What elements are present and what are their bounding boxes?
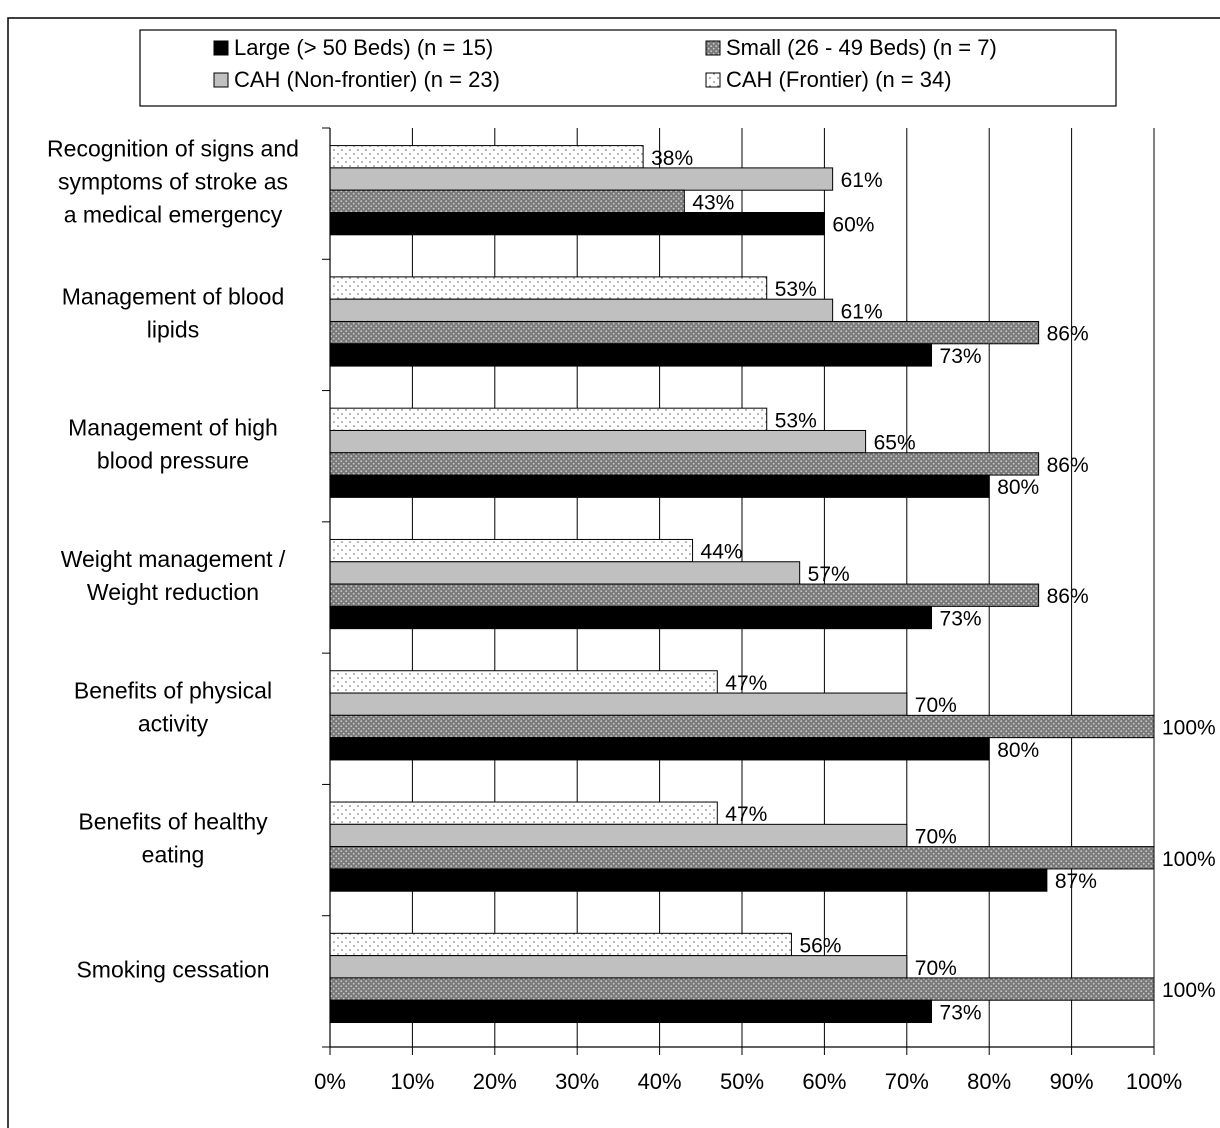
axes (322, 127, 1155, 1055)
x-tick-label: 70% (885, 1069, 929, 1094)
data-label: 87% (1055, 870, 1097, 893)
legend-swatch (705, 72, 721, 88)
category-label: Management of high blood pressure (68, 415, 278, 474)
category-label: Smoking cessation (76, 956, 269, 982)
data-label: 80% (997, 739, 1039, 762)
data-label: 73% (940, 345, 982, 368)
legend-swatch (213, 72, 229, 88)
data-label: 65% (874, 432, 916, 455)
data-label: 100% (1162, 716, 1216, 739)
data-label: 100% (1162, 979, 1216, 1002)
data-label: 61% (841, 300, 883, 323)
data-label: 86% (1047, 585, 1089, 608)
bar (329, 189, 685, 213)
legend-label: Small (26 - 49 Beds) (n = 7) (726, 35, 997, 60)
x-tick-label: 20% (473, 1069, 517, 1094)
x-tick-label: 40% (638, 1069, 682, 1094)
bar (329, 955, 908, 979)
data-label: 60% (832, 214, 874, 237)
bar (329, 561, 801, 585)
x-tick-labels: 0% 10% 20% 30% 40% 50% 60% 70% 80% 90% 100% (314, 1069, 1182, 1094)
bar (329, 276, 768, 300)
bar (329, 670, 718, 694)
bar (329, 212, 825, 236)
legend-label: Large (> 50 Beds) (n = 15) (234, 35, 493, 60)
x-tick-label: 50% (720, 1069, 764, 1094)
value-labels: 38% 53% 53% 44% 47% 47% 56% 61% 61% 65% 57% 70% 70% 7… (651, 147, 1216, 1025)
legend-label: CAH (Frontier) (n = 34) (726, 67, 952, 92)
data-label: 53% (775, 278, 817, 301)
bar (329, 320, 1040, 345)
legend-box (139, 29, 1117, 107)
data-label: 61% (841, 169, 883, 192)
bar (329, 737, 990, 761)
data-label: 44% (701, 541, 743, 564)
legend-swatch (213, 40, 229, 56)
bar (329, 167, 834, 191)
data-label: 70% (915, 825, 957, 848)
data-label: 38% (651, 147, 693, 170)
category-label: Benefits of physical activity (74, 677, 272, 736)
bar (329, 407, 768, 431)
category-label: Management of blood lipids (62, 283, 285, 342)
bar (329, 932, 792, 957)
data-label: 43% (692, 191, 734, 214)
data-label: 70% (915, 694, 957, 717)
data-label: 57% (808, 563, 850, 586)
bar (329, 977, 1155, 1001)
x-tick-label: 30% (555, 1069, 599, 1094)
data-label: 70% (915, 957, 957, 980)
bar (329, 823, 908, 848)
bars (329, 145, 1155, 1024)
data-label: 80% (997, 476, 1039, 499)
x-tick-label: 80% (967, 1069, 1011, 1094)
category-label: Benefits of healthy eating (78, 809, 268, 868)
bar (329, 868, 1048, 892)
x-tick-label: 10% (390, 1069, 434, 1094)
data-label: 53% (775, 409, 817, 432)
bar (329, 999, 933, 1024)
bar (329, 343, 933, 367)
data-label: 47% (725, 803, 767, 826)
data-label: 100% (1162, 848, 1216, 871)
x-tick-label: 0% (314, 1069, 346, 1094)
bar (329, 145, 644, 169)
bar (329, 801, 718, 825)
bar (329, 474, 990, 498)
data-label: 56% (799, 934, 841, 957)
chart-frame (7, 17, 1220, 1128)
bar (329, 298, 834, 322)
category-label: Weight management / Weight reduction (61, 546, 286, 605)
category-labels: Recognition of signs and symptoms of stro… (47, 136, 299, 983)
bar (329, 538, 694, 563)
bar (329, 692, 908, 716)
bar (329, 714, 1155, 739)
legend-label: CAH (Non-frontier) (n = 23) (234, 67, 500, 92)
category-label: Recognition of signs and symptoms of stro… (47, 136, 299, 228)
bar (329, 583, 1040, 607)
data-label: 73% (940, 1001, 982, 1024)
x-tick-label: 100% (1126, 1069, 1182, 1094)
bar (329, 452, 1040, 476)
bar (329, 429, 867, 454)
x-tick-label: 90% (1050, 1069, 1094, 1094)
data-label: 86% (1047, 454, 1089, 477)
data-label: 47% (725, 672, 767, 695)
bar (329, 846, 1155, 870)
x-tick-label: 60% (802, 1069, 846, 1094)
bar (329, 605, 933, 630)
data-label: 86% (1047, 323, 1089, 346)
data-label: 73% (940, 608, 982, 631)
legend-swatch (705, 40, 721, 56)
legend: Large (> 50 Beds) (n = 15) Small (26 - 49… (139, 29, 1117, 107)
